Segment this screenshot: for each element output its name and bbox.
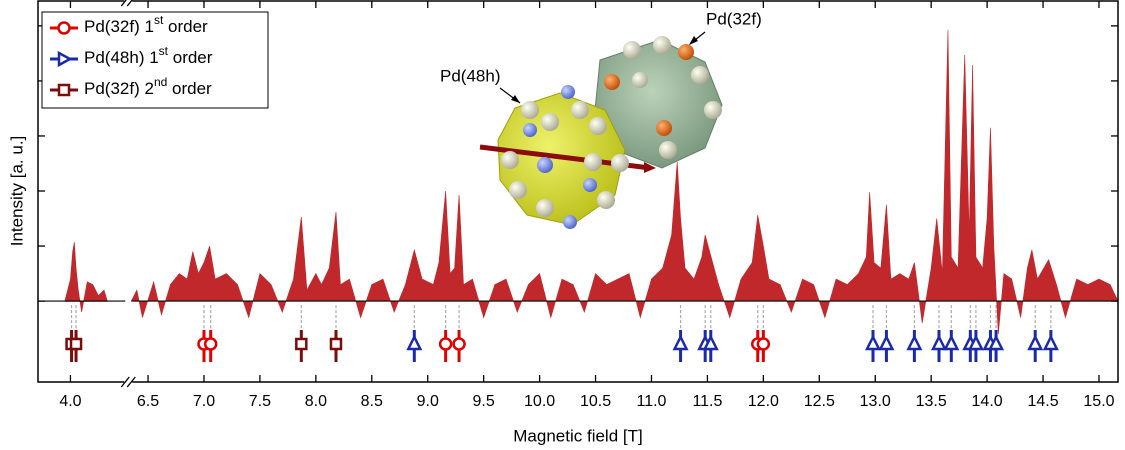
legend-label: Pd(32f) 2nd order — [84, 75, 212, 98]
x-tick-label: 4.0 — [59, 393, 81, 410]
marker — [672, 334, 689, 351]
x-tick-label: 13.5 — [916, 393, 947, 410]
axis-break — [126, 0, 133, 7]
x-tick-label: 10.5 — [580, 393, 611, 410]
marker — [1042, 334, 1059, 351]
legend: Pd(32f) 1st order Pd(48h) 1st order Pd(32f… — [41, 11, 269, 109]
x-tick-label: 9.5 — [473, 393, 495, 410]
legend-marker — [57, 83, 71, 97]
x-axis-label: Magnetic field [T] — [513, 426, 642, 445]
legend-marker — [57, 21, 71, 35]
marker — [1027, 334, 1044, 351]
marker — [452, 337, 466, 351]
x-tick-label: 13.0 — [860, 393, 891, 410]
y-axis-label: Intensity [a. u.] — [7, 136, 26, 247]
x-tick-label: 11.0 — [637, 393, 667, 410]
x-tick-label: 12.5 — [804, 393, 835, 410]
marker — [943, 334, 960, 351]
x-tick-label: 15.0 — [1083, 393, 1114, 410]
axis-break-gap — [124, 0, 133, 4]
legend-marker — [57, 50, 73, 68]
x-tick-label: 12.0 — [748, 393, 779, 410]
x-tick-label: 8.5 — [361, 393, 383, 410]
marker — [930, 334, 948, 351]
marker — [406, 334, 423, 351]
marker — [329, 337, 343, 351]
axis-break — [120, 376, 130, 388]
annotation: Pd(48h) — [440, 66, 500, 85]
marker — [438, 337, 453, 351]
axis-break — [120, 0, 127, 7]
spectrum-area — [64, 242, 108, 313]
marker — [878, 334, 895, 351]
marker — [756, 337, 771, 351]
annotation: Pd(32f) — [706, 9, 762, 28]
marker — [295, 337, 308, 351]
axis-break — [126, 376, 136, 388]
legend-label: Pd(48h) 1st order — [84, 44, 213, 67]
x-tick-label: 14.0 — [972, 393, 1003, 410]
legend-label: Pd(32f) 1st order — [84, 13, 208, 36]
marker — [988, 334, 1005, 351]
marker — [203, 337, 218, 351]
marker — [702, 334, 719, 351]
axis-break-gap — [124, 379, 133, 385]
marker — [967, 334, 984, 351]
x-tick-label: 14.5 — [1027, 393, 1058, 410]
legend-box — [41, 11, 269, 109]
marker — [906, 334, 923, 351]
x-tick-label: 9.0 — [417, 393, 439, 410]
x-tick-label: 6.5 — [137, 393, 159, 410]
x-tick-label: 8.0 — [305, 393, 327, 410]
plot-area: 4.0 6.5 7.0 7.5 8.0 8.5 9.0 9.5 10.0 10.5 11.0 11.5… — [37, 0, 1119, 410]
x-tick-label: 10.0 — [524, 393, 555, 410]
marker — [69, 337, 83, 351]
x-tick-label: 11.5 — [692, 393, 722, 410]
x-tick-label: 7.5 — [249, 393, 271, 410]
marker — [864, 334, 882, 351]
x-tick-label: 7.0 — [193, 393, 215, 410]
structure-inset: Pd(48h) Pd(32f) — [440, 9, 762, 229]
spectrum-area — [130, 29, 1119, 335]
